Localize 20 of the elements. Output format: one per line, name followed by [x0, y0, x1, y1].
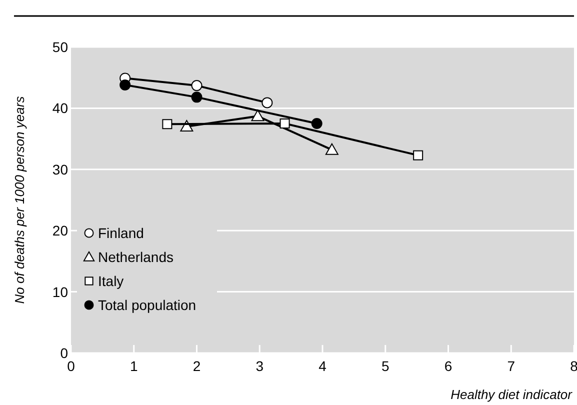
legend-label: Total population [98, 297, 196, 313]
x-axis-title: Healthy diet indicator [450, 387, 573, 402]
x-tick-label: 2 [192, 358, 201, 374]
x-tick-label: 7 [507, 358, 516, 374]
y-tick-label: 20 [52, 222, 68, 239]
x-tick-label: 8 [570, 358, 577, 374]
y-tick-label: 30 [52, 161, 68, 178]
y-axis-title: No of deaths per 1000 person years [12, 96, 27, 304]
x-tick-label: 6 [444, 358, 452, 374]
y-tick-label: 0 [60, 345, 68, 361]
legend-label: Finland [98, 225, 144, 241]
x-tick-label: 4 [318, 358, 327, 374]
y-tick-label: 50 [52, 39, 68, 55]
y-tick-label: 40 [52, 100, 68, 116]
x-tick-label: 5 [381, 358, 390, 374]
legend-label: Italy [98, 273, 124, 289]
legend-label: Netherlands [98, 249, 174, 265]
x-tick-label: 1 [130, 358, 138, 374]
x-tick-label: 3 [256, 358, 264, 374]
y-tick-label: 10 [52, 284, 68, 300]
